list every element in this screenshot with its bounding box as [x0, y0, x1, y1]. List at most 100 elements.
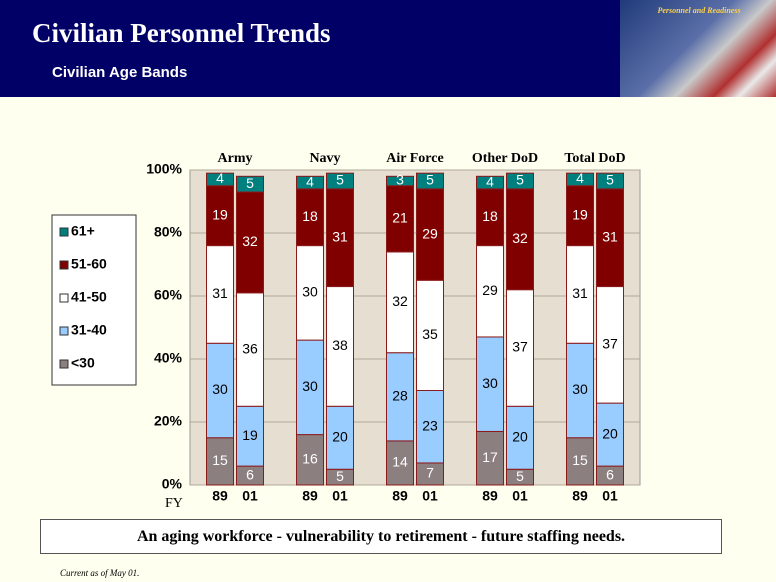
legend-label: 41-50 — [71, 289, 107, 305]
legend-swatch — [59, 293, 69, 303]
legend-label: 51-60 — [71, 256, 107, 272]
y-tick-label: 60% — [154, 287, 183, 303]
bar-segment — [326, 188, 354, 288]
legend-swatch — [59, 326, 69, 336]
bar-segment — [476, 336, 504, 432]
value-label: 6 — [246, 466, 254, 482]
value-label: 5 — [516, 172, 524, 188]
bar-segment — [386, 175, 414, 187]
value-label: 20 — [602, 425, 618, 441]
bar-segment — [416, 172, 444, 190]
value-label: 4 — [216, 170, 224, 186]
value-label: 31 — [332, 228, 348, 244]
legend-label: 61+ — [71, 223, 95, 239]
value-label: 19 — [572, 206, 588, 222]
value-label: 17 — [482, 449, 498, 465]
value-label: 16 — [302, 451, 318, 467]
bar-segment — [566, 437, 594, 486]
value-label: 38 — [332, 337, 348, 353]
value-label: 28 — [392, 388, 408, 404]
value-label: 32 — [392, 293, 408, 309]
bar-segment — [596, 188, 624, 288]
value-label: 4 — [306, 173, 314, 189]
bar-segment — [506, 289, 534, 407]
value-label: 30 — [572, 381, 588, 397]
plot-area — [189, 169, 641, 486]
value-label: 19 — [242, 427, 258, 443]
y-tick-label: 80% — [154, 224, 183, 240]
message-box: An aging workforce - vulnerability to re… — [40, 519, 722, 554]
bar-segment — [236, 175, 264, 193]
bar-segment — [206, 342, 234, 439]
title: Civilian Personnel Trends — [32, 18, 331, 48]
x-tick-label: 01 — [242, 488, 258, 504]
bar-segment — [236, 292, 264, 407]
bar-segment — [236, 405, 264, 467]
value-label: 23 — [422, 417, 438, 433]
value-label: 20 — [332, 428, 348, 444]
x-tick-label: 89 — [482, 488, 498, 504]
value-label: 7 — [426, 465, 434, 481]
y-tick-label: 20% — [154, 413, 183, 429]
value-label: 30 — [302, 378, 318, 394]
value-label: 29 — [482, 282, 498, 298]
bar-segment — [476, 188, 504, 247]
value-label: 4 — [486, 173, 494, 189]
x-tick-label: 89 — [212, 488, 228, 504]
note: Current as of May 01. — [60, 568, 140, 578]
group-label: Army — [217, 151, 253, 166]
bar-segment — [326, 172, 354, 190]
value-label: 4 — [576, 170, 584, 186]
bar-segment — [566, 245, 594, 344]
value-label: 19 — [212, 206, 228, 222]
x-axis-label: FY — [165, 496, 183, 511]
bar-segment — [296, 175, 324, 190]
bar-segment — [416, 279, 444, 391]
value-label: 6 — [606, 466, 614, 482]
legend-swatch — [59, 260, 69, 270]
value-label: 15 — [212, 452, 228, 468]
bar-segment — [206, 172, 234, 187]
bar-segment — [416, 390, 444, 464]
bar-segment — [476, 245, 504, 338]
y-tick-label: 0% — [162, 476, 183, 492]
legend-label: 31-40 — [71, 322, 107, 338]
value-label: 37 — [602, 336, 618, 352]
subtitle: Civilian Age Bands — [52, 64, 188, 81]
bar-segment — [296, 434, 324, 486]
value-label: 5 — [516, 468, 524, 484]
value-label: 36 — [242, 340, 258, 356]
bar-segment — [416, 188, 444, 281]
logo: Personnel and Readiness — [620, 0, 776, 97]
value-label: 14 — [392, 454, 408, 470]
bar-segment — [206, 185, 234, 247]
value-label: 31 — [602, 228, 618, 244]
y-tick-label: 100% — [146, 161, 182, 177]
value-label: 5 — [246, 175, 254, 191]
value-label: 29 — [422, 225, 438, 241]
value-label: 5 — [336, 172, 344, 188]
value-label: 30 — [212, 381, 228, 397]
value-label: 15 — [572, 452, 588, 468]
value-label: 31 — [572, 285, 588, 301]
bar-segment — [506, 172, 534, 190]
x-tick-label: 01 — [602, 488, 618, 504]
bar-segment — [296, 188, 324, 247]
bar-segment — [326, 286, 354, 407]
value-label: 32 — [512, 230, 528, 246]
bar-segment — [296, 339, 324, 436]
bar-segment — [506, 405, 534, 470]
bar-segment — [236, 191, 264, 294]
value-label: 18 — [302, 208, 318, 224]
value-label: 30 — [302, 284, 318, 300]
bar-segment — [296, 245, 324, 341]
x-tick-label: 01 — [512, 488, 528, 504]
legend-swatch — [59, 359, 69, 369]
bar-segment — [596, 172, 624, 190]
value-label: 20 — [512, 428, 528, 444]
x-tick-label: 89 — [392, 488, 408, 504]
value-label: 37 — [512, 339, 528, 355]
group-label: Air Force — [386, 151, 444, 166]
x-tick-label: 89 — [572, 488, 588, 504]
